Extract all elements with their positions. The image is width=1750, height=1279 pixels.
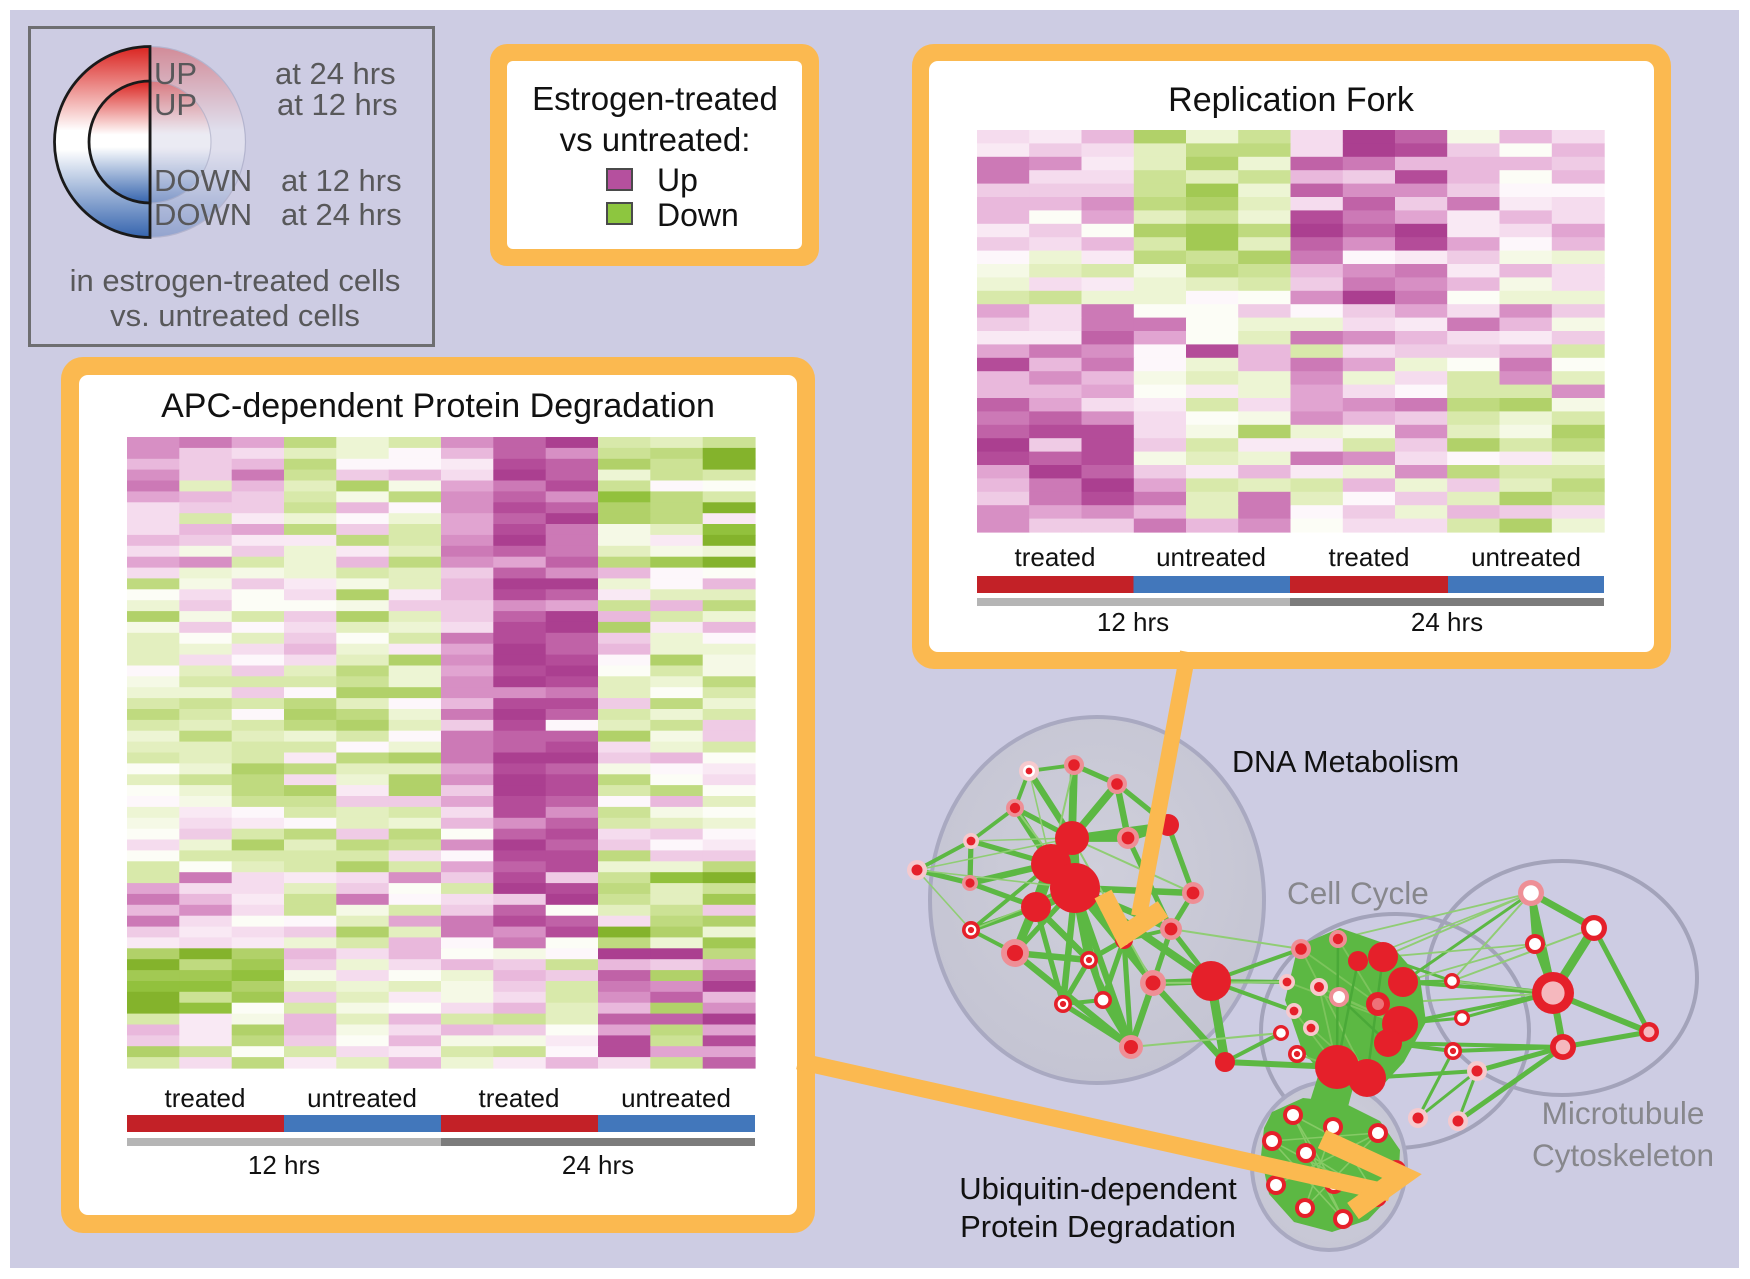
svg-text:UP: UP [154,56,197,91]
svg-text:treated: treated [479,1083,560,1113]
svg-text:untreated: untreated [307,1083,417,1113]
svg-text:Estrogen-treated: Estrogen-treated [532,80,778,117]
svg-text:at 12 hrs: at 12 hrs [277,87,398,122]
svg-text:APC-dependent Protein Degradat: APC-dependent Protein Degradation [161,387,715,425]
svg-text:untreated: untreated [621,1083,731,1113]
svg-text:12 hrs: 12 hrs [248,1150,320,1180]
svg-text:untreated: untreated [1156,542,1266,572]
svg-text:vs untreated:: vs untreated: [560,121,751,158]
svg-text:at 24 hrs: at 24 hrs [281,197,402,232]
svg-text:DOWN: DOWN [154,163,252,198]
svg-text:Replication Fork: Replication Fork [1168,81,1415,119]
svg-text:12 hrs: 12 hrs [1097,607,1169,637]
svg-text:DNA Metabolism: DNA Metabolism [1232,745,1459,779]
svg-text:24 hrs: 24 hrs [562,1150,634,1180]
svg-text:Cytoskeleton: Cytoskeleton [1532,1137,1714,1173]
svg-text:Protein Degradation: Protein Degradation [960,1209,1236,1244]
svg-text:24 hrs: 24 hrs [1411,607,1483,637]
svg-text:Down: Down [657,197,739,233]
svg-text:vs. untreated cells: vs. untreated cells [110,298,360,333]
svg-text:UP: UP [154,87,197,122]
svg-text:DOWN: DOWN [154,197,252,232]
svg-text:Microtubule: Microtubule [1542,1095,1705,1131]
svg-text:in estrogen-treated cells: in estrogen-treated cells [70,263,401,298]
svg-text:treated: treated [1329,542,1410,572]
svg-text:at 12 hrs: at 12 hrs [281,163,402,198]
svg-text:Cell Cycle: Cell Cycle [1287,875,1429,911]
svg-text:at 24 hrs: at 24 hrs [275,56,396,91]
svg-text:Up: Up [657,162,698,198]
svg-text:treated: treated [1015,542,1096,572]
svg-text:Ubiquitin-dependent: Ubiquitin-dependent [959,1171,1237,1206]
svg-text:treated: treated [165,1083,246,1113]
svg-text:untreated: untreated [1471,542,1581,572]
